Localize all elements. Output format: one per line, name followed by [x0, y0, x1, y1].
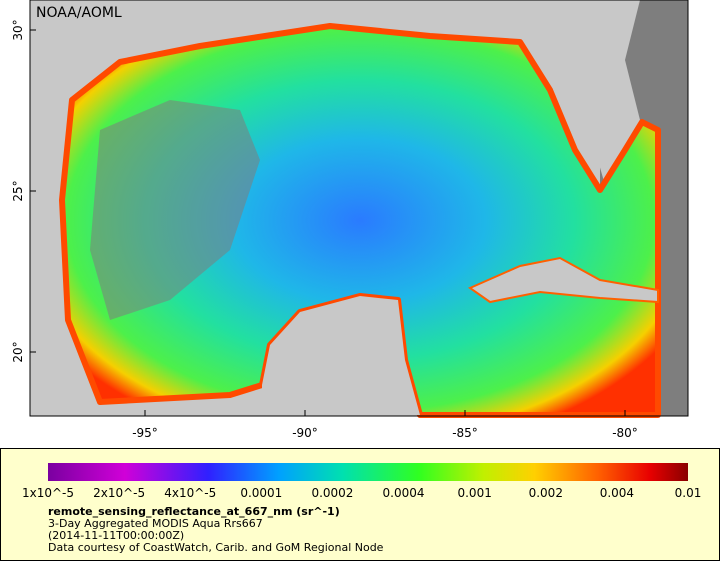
legend-title: remote_sensing_reflectance_at_667_nm (sr… — [48, 505, 340, 518]
axis-labels: 30° 25° 20° -95° -90° -85° -80° — [11, 19, 638, 440]
legend-line: (2014-11-11T00:00:00Z) — [48, 529, 184, 542]
legend-panel: 1x10^-5 2x10^-5 4x10^-5 0.0001 0.0002 0.0004 0… — [0, 448, 720, 561]
colorbar-label: 0.0004 — [383, 486, 425, 500]
lat-label: 25° — [11, 180, 25, 201]
colorbar-label: 1x10^-5 — [22, 486, 74, 500]
credit: NOAA/AOML — [36, 5, 122, 21]
colorbar-label: 0.001 — [457, 486, 491, 500]
legend-line: 3-Day Aggregated MODIS Aqua Rrs667 — [48, 517, 263, 530]
colorbar-label: 2x10^-5 — [93, 486, 145, 500]
no-data-patch — [90, 100, 260, 320]
lat-label: 30° — [11, 19, 25, 40]
map-frame — [29, 0, 689, 417]
colorbar-label: 0.01 — [675, 486, 702, 500]
lat-label: 20° — [11, 341, 25, 362]
lon-label: -90° — [292, 426, 318, 440]
lon-label: -85° — [452, 426, 478, 440]
colorbar-label: 0.0002 — [311, 486, 353, 500]
yucatan — [262, 296, 420, 415]
cuba — [467, 256, 659, 304]
colorbar-label: 0.004 — [600, 486, 634, 500]
map-panel: NOAA/AOML — [29, 0, 689, 418]
legend-line: Data courtesy of CoastWatch, Carib. and … — [48, 541, 384, 554]
colorbar-labels: 1x10^-5 2x10^-5 4x10^-5 0.0001 0.0002 0.0004 0… — [22, 486, 701, 500]
lon-label: -95° — [132, 426, 158, 440]
colorbar — [48, 463, 688, 481]
colorbar-label: 0.0001 — [240, 486, 282, 500]
colorbar-label: 4x10^-5 — [164, 486, 216, 500]
colorbar-label: 0.002 — [529, 486, 563, 500]
lon-label: -80° — [612, 426, 638, 440]
